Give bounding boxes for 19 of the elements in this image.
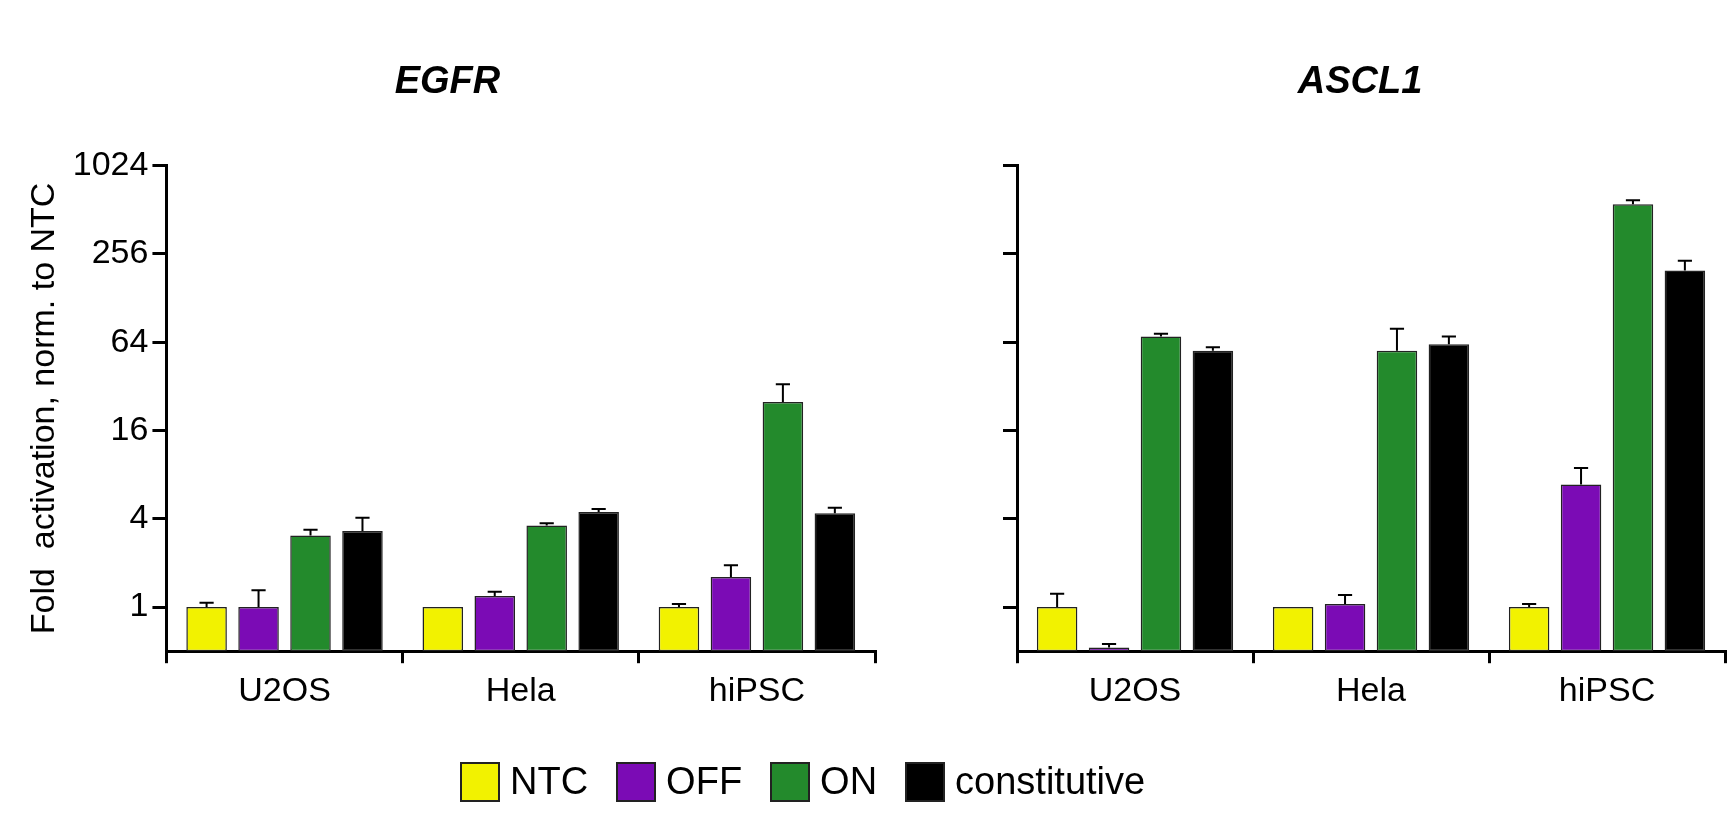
chart-title: ASCL1 [1296,59,1423,102]
y-tick-label: 256 [91,232,149,271]
y-axis-title: Fold activation, norm. to NTC [22,182,61,635]
legend-label: OFF [666,760,743,803]
legend-label: NTC [510,760,589,803]
x-tick-label: hiPSC [708,669,806,708]
y-tick-label: 64 [110,320,149,359]
y-tick-label: 1 [129,585,149,624]
y-tick-label: 1024 [72,143,149,182]
chart-title: EGFR [394,59,501,102]
x-tick-label: U2OS [1088,669,1182,708]
x-tick-label: Hela [1336,669,1407,708]
x-tick-label: U2OS [238,669,331,708]
y-tick-label: 4 [129,497,149,536]
y-tick-label: 16 [110,408,149,447]
x-tick-label: hiPSC [1558,669,1656,708]
legend-label: constitutive [955,760,1146,803]
legend-label: ON [820,760,878,803]
x-tick-label: Hela [485,669,556,708]
